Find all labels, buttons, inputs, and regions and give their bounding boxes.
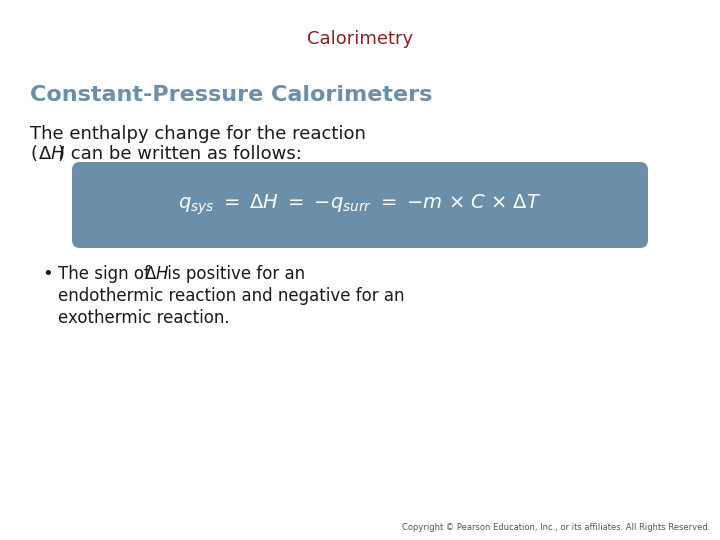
Text: exothermic reaction.: exothermic reaction. (58, 309, 230, 327)
Text: is positive for an: is positive for an (162, 265, 305, 283)
Text: $\Delta\mathit{H}$: $\Delta\mathit{H}$ (144, 265, 169, 283)
Text: The enthalpy change for the reaction: The enthalpy change for the reaction (30, 125, 366, 143)
FancyBboxPatch shape (72, 162, 648, 248)
Text: Constant-Pressure Calorimeters: Constant-Pressure Calorimeters (30, 85, 433, 105)
Text: Calorimetry: Calorimetry (307, 30, 413, 48)
Text: $\mathit{q}_{\mathit{sys}}$ $=$ $\Delta\mathit{H}$ $=$ $-\mathit{q}_{\mathit{sur: $\mathit{q}_{\mathit{sys}}$ $=$ $\Delta\… (179, 193, 541, 217)
Text: $\Delta\mathit{H}$: $\Delta\mathit{H}$ (38, 145, 66, 163)
Text: (: ( (30, 145, 37, 163)
Text: •: • (42, 265, 53, 283)
Text: Copyright © Pearson Education, Inc., or its affiliates. All Rights Reserved.: Copyright © Pearson Education, Inc., or … (402, 523, 710, 532)
Text: The sign of: The sign of (58, 265, 155, 283)
Text: endothermic reaction and negative for an: endothermic reaction and negative for an (58, 287, 405, 305)
Text: ) can be written as follows:: ) can be written as follows: (58, 145, 302, 163)
